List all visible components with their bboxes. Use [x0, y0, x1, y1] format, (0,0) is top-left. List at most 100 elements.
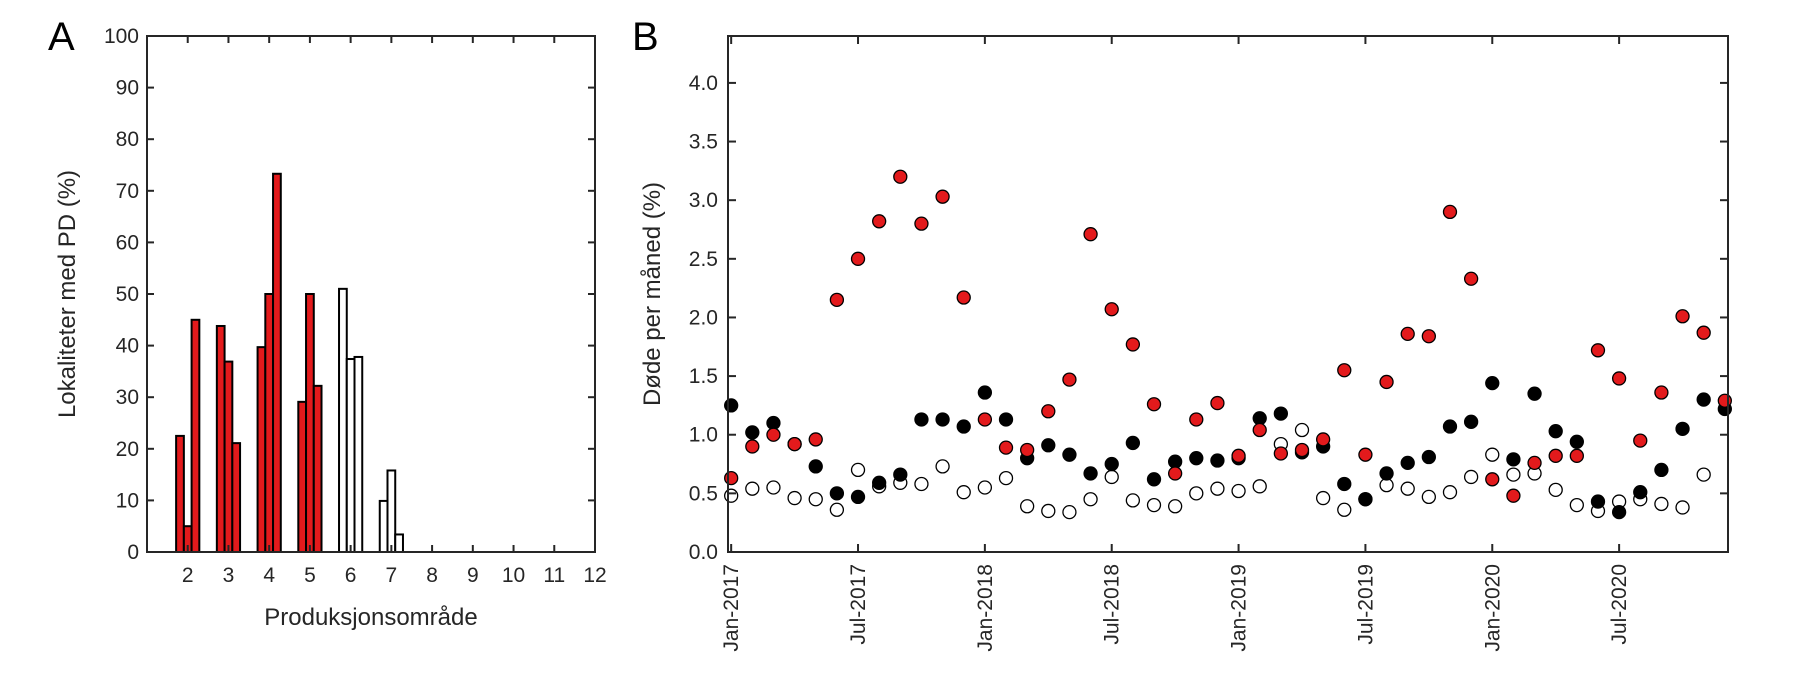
y-tick-label-a: 100 — [104, 25, 139, 48]
y-axis-title-a: Lokaliteter med PD (%) — [54, 170, 81, 418]
point-s3-2020-01 — [1485, 472, 1500, 487]
point-s3-2020-07 — [1611, 371, 1627, 386]
x-tick-label-b: Jul-2017 — [847, 564, 870, 645]
bar-7-1 — [378, 499, 389, 553]
point-s1-2018-10 — [1167, 499, 1183, 514]
point-s1-2017-02 — [745, 481, 760, 496]
point-s1-2018-09 — [1146, 497, 1162, 513]
point-s3-2017-12 — [956, 290, 971, 305]
point-s3-2017-11 — [935, 189, 950, 204]
point-s1-2020-02 — [1506, 467, 1521, 482]
point-s2-2019-03 — [1273, 406, 1289, 421]
y-tick-label-a: 0 — [127, 541, 139, 564]
point-s2-2018-12 — [1210, 453, 1225, 468]
point-s1-2017-03 — [766, 480, 781, 495]
point-s3-2017-08 — [872, 214, 887, 229]
point-s1-2019-04 — [1294, 422, 1310, 438]
point-s3-2019-04 — [1294, 442, 1310, 458]
point-s2-2019-11 — [1442, 419, 1458, 434]
y-tick-label-b: 1.0 — [689, 424, 718, 447]
point-s3-2019-09 — [1400, 326, 1415, 342]
point-s1-2017-06 — [829, 502, 845, 517]
bar-4-1 — [256, 346, 267, 554]
point-s3-2020-05 — [1569, 448, 1584, 463]
y-tick-label-a: 60 — [116, 231, 139, 254]
x-tick-label-a: 11 — [543, 564, 565, 587]
y-tick-label-b: 0.5 — [689, 482, 718, 505]
x-tick-label-b: Jul-2018 — [1101, 564, 1124, 645]
point-s2-2020-11 — [1696, 392, 1711, 407]
point-s2-2019-02 — [1252, 411, 1267, 426]
point-s3-2018-10 — [1167, 466, 1183, 481]
point-s1-2018-11 — [1189, 486, 1204, 501]
point-s1-2017-05 — [808, 492, 823, 507]
point-s3-2019-08 — [1379, 374, 1394, 390]
bar-5-1 — [297, 400, 308, 553]
point-s1-2019-11 — [1442, 485, 1458, 500]
plot-frame-b — [727, 35, 1729, 553]
point-s3-2019-03 — [1273, 446, 1289, 461]
point-s1-2019-06 — [1337, 502, 1352, 517]
point-s3-2018-11 — [1189, 412, 1204, 427]
y-tick-label-b: 1.5 — [689, 365, 718, 388]
x-tick-label-b: Jan-2019 — [1228, 564, 1251, 652]
point-s1-2019-08 — [1379, 478, 1394, 493]
bar-6-1 — [338, 287, 348, 553]
point-s3-2019-02 — [1252, 422, 1267, 438]
point-s2-2017-07 — [850, 489, 866, 505]
point-s1-2018-04 — [1041, 503, 1056, 519]
point-s3-2019-07 — [1358, 447, 1373, 462]
point-s2-2020-02 — [1506, 452, 1521, 467]
y-tick-label-b: 2.0 — [689, 306, 718, 329]
bar-3-3 — [231, 442, 242, 553]
point-s3-2020-11 — [1696, 325, 1711, 340]
chart-panel-b: 0.0 0.5 1.0 1.5 2.0 2.5 3.0 3.5 4.0 Jan-2017 Jul-2… — [639, 35, 1732, 652]
x-tick-label-b: Jan-2017 — [720, 564, 743, 652]
x-tick-label-a: 12 — [583, 564, 606, 587]
y-tick-label-a: 90 — [116, 77, 139, 100]
point-s1-2017-07 — [850, 462, 866, 478]
bars-a — [175, 172, 404, 554]
point-s3-2017-02 — [745, 439, 760, 454]
x-tick-label-a: 3 — [223, 564, 235, 587]
point-s2-2020-10 — [1675, 421, 1690, 437]
bar-5-3 — [312, 384, 323, 553]
x-axis-title-a: Produksjonsområde — [264, 604, 477, 631]
point-s2-2017-06 — [829, 486, 845, 501]
point-s1-2018-06 — [1083, 492, 1098, 507]
point-s2-2018-01 — [977, 385, 993, 400]
point-s1-2017-11 — [935, 459, 950, 474]
bar-4-3 — [272, 172, 282, 553]
point-s3-2018-03 — [1020, 442, 1035, 458]
point-s1-2019-12 — [1463, 469, 1479, 485]
axes-a: 0 10 20 30 40 50 60 70 80 90 100 2 3 4 5 6 7 8 9 10 11 12 — [104, 25, 607, 587]
bar-4-2 — [264, 293, 275, 553]
x-tick-label-b: Jan-2018 — [974, 564, 997, 652]
point-s2-2019-08 — [1379, 466, 1394, 481]
y-tick-label-a: 10 — [116, 489, 139, 512]
point-s3-2020-10 — [1675, 309, 1690, 324]
point-s2-2020-01 — [1485, 375, 1500, 391]
point-s2-2017-11 — [935, 412, 950, 427]
point-s2-2017-05 — [808, 459, 823, 474]
point-s2-2020-05 — [1569, 434, 1584, 449]
panel-b-letter: B — [632, 15, 659, 59]
point-s3-2018-01 — [977, 412, 993, 427]
point-s2-2018-10 — [1167, 454, 1183, 469]
bar-5-2 — [305, 293, 315, 553]
point-s1-2020-10 — [1675, 500, 1690, 515]
point-s3-2018-02 — [998, 440, 1014, 455]
point-s3-2017-09 — [893, 169, 908, 184]
x-tick-label-a: 7 — [386, 564, 398, 587]
point-s1-2020-01 — [1485, 447, 1500, 462]
point-s3-2020-04 — [1548, 448, 1563, 463]
point-s2-2018-11 — [1189, 451, 1204, 466]
point-s3-2019-12 — [1463, 271, 1479, 286]
point-s2-2020-09 — [1654, 462, 1669, 478]
bar-6-3 — [353, 355, 364, 553]
point-s2-2017-03 — [766, 415, 781, 431]
point-s1-2018-02 — [998, 470, 1014, 486]
point-s2-2018-07 — [1104, 456, 1119, 472]
point-s1-2017-01 — [724, 488, 739, 503]
